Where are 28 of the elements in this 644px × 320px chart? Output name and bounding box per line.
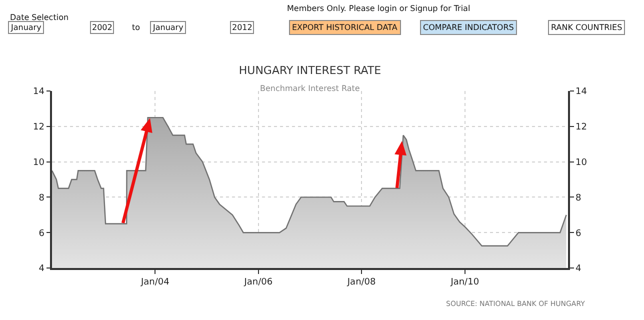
- y2-tick-label: 6: [576, 228, 582, 239]
- text: COMPARE INDICATORS: [423, 23, 514, 32]
- y-tick-label: 14: [32, 87, 45, 98]
- text: 2012: [232, 23, 252, 32]
- y-tick-label: 12: [32, 122, 44, 133]
- chart-title: HUNGARY INTEREST RATE: [238, 64, 382, 77]
- x-tick-label: Jan/04: [140, 278, 170, 288]
- y-tick-label: 4: [38, 264, 45, 274]
- y2-tick-label: 8: [576, 193, 582, 204]
- text: 2002: [92, 23, 112, 32]
- text: to: [132, 23, 140, 32]
- y2-tick-label: 14: [576, 87, 588, 98]
- text: RANK COUNTRIES: [551, 23, 622, 32]
- y2-tick-label: 12: [576, 122, 588, 133]
- chart-subtitle: Benchmark Interest Rate: [260, 84, 360, 93]
- x-tick-label: Jan/10: [450, 278, 480, 288]
- text: Date Selection: [10, 13, 69, 22]
- y2-tick-label: 10: [576, 158, 588, 168]
- text: January: [10, 23, 42, 32]
- y-tick-label: 8: [38, 193, 45, 204]
- x-tick-label: Jan/06: [243, 278, 273, 288]
- y2-tick-label: 4: [576, 264, 582, 274]
- text: January: [152, 23, 184, 32]
- y-tick-label: 10: [32, 158, 45, 168]
- y-tick-label: 6: [38, 228, 45, 239]
- text: EXPORT HISTORICAL DATA: [292, 23, 398, 32]
- text: Members Only. Please login or Signup for Trial: [287, 4, 470, 13]
- x-tick-label: Jan/08: [346, 278, 376, 288]
